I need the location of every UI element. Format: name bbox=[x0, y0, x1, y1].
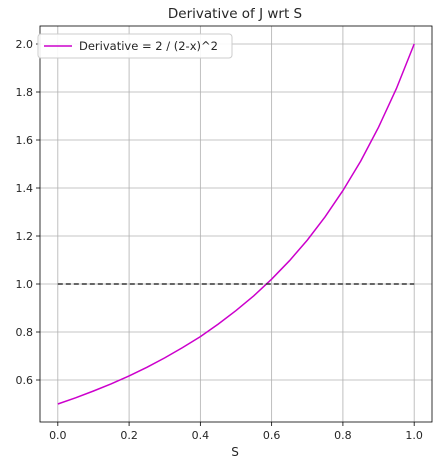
y-tick-label: 1.2 bbox=[16, 230, 34, 243]
chart-title: Derivative of J wrt S bbox=[168, 6, 302, 22]
y-tick-label: 1.6 bbox=[16, 134, 34, 147]
legend-box bbox=[37, 33, 233, 59]
y-tick-label: 0.6 bbox=[16, 374, 34, 387]
y-tick-label: 1.8 bbox=[16, 86, 34, 99]
x-axis-label: S bbox=[231, 445, 239, 459]
y-tick-label: 2.0 bbox=[16, 38, 34, 51]
legend: Derivative = 2 / (2-x)^2 bbox=[37, 33, 233, 59]
plot-frame bbox=[39, 25, 433, 423]
x-tick-label: 1.0 bbox=[405, 429, 423, 442]
x-tick-label: 0.0 bbox=[49, 429, 67, 442]
ticks: 0.0 0.2 0.4 0.6 0.8 1.0 0.6 0.8 1.0 1.2 1.4 1.6 1.8 2… bbox=[16, 38, 423, 442]
y-tick-label: 0.8 bbox=[16, 326, 34, 339]
x-tick-label: 0.2 bbox=[120, 429, 138, 442]
y-tick-label: 1.0 bbox=[16, 278, 34, 291]
y-tick-label: 1.4 bbox=[16, 182, 34, 195]
legend-label-derivative: Derivative = 2 / (2-x)^2 bbox=[79, 39, 218, 53]
series-layer bbox=[57, 43, 415, 405]
series-line-derivative bbox=[57, 43, 415, 405]
x-tick-label: 0.6 bbox=[263, 429, 281, 442]
grid bbox=[40, 26, 432, 422]
x-tick-label: 0.8 bbox=[334, 429, 352, 442]
x-tick-label: 0.4 bbox=[192, 429, 210, 442]
